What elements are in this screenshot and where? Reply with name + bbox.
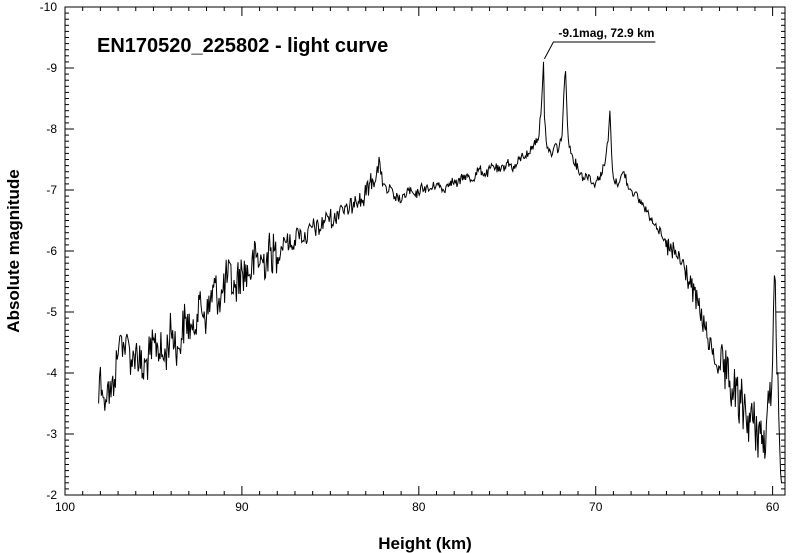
y-axis-ticks [65, 6, 785, 496]
x-tick-label: 90 [235, 500, 249, 514]
x-axis-ticks [64, 7, 774, 495]
x-tick-label: 100 [55, 500, 75, 514]
plot-frame [64, 6, 786, 496]
y-tick-label: -7 [46, 183, 57, 197]
y-tick-label: -9 [46, 61, 57, 75]
x-axis-title: Height (km) [378, 534, 472, 553]
y-tick-label: -3 [46, 427, 57, 441]
y-tick-label: -5 [46, 305, 57, 319]
x-tick-label: 80 [412, 500, 426, 514]
y-tick-label: -8 [46, 122, 57, 136]
y-tick-label: -4 [46, 366, 57, 380]
annotation-leader-line [543, 41, 656, 60]
y-tick-label: -2 [46, 488, 57, 502]
x-tick-labels: 100 90 80 70 60 [55, 500, 780, 514]
light-curve-series-line [98, 61, 782, 483]
chart-title: EN170520_225802 - light curve [97, 35, 388, 57]
y-tick-label: -6 [46, 244, 57, 258]
peak-annotation: -9.1mag, 72.9 km [558, 26, 654, 40]
x-tick-label: 70 [589, 500, 603, 514]
y-tick-label: -10 [40, 0, 58, 14]
y-tick-labels: -2 -3 -4 -5 -6 -7 -8 -9 -10 [40, 0, 58, 502]
x-tick-label: 60 [766, 500, 780, 514]
y-axis-title: Absolute magnitude [4, 169, 23, 332]
